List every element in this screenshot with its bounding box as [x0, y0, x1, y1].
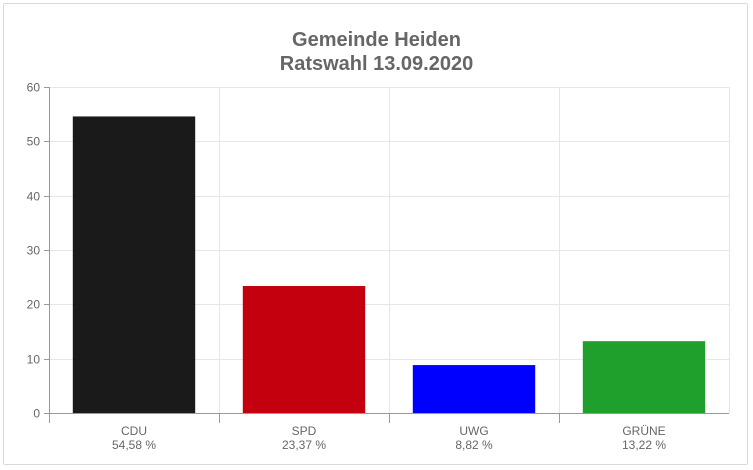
x-tick-label: GRÜNE	[622, 424, 665, 438]
y-tick-label: 50	[27, 135, 41, 149]
data-label: 23,37 %	[282, 438, 326, 452]
bar-gr-ne	[582, 341, 706, 413]
bar-spd	[242, 286, 366, 413]
data-label: 8,82 %	[455, 438, 493, 452]
chart-subtitle: Ratswahl 13.09.2020	[279, 53, 474, 75]
data-label: 54,58 %	[112, 438, 156, 452]
x-tick-label: CDU	[121, 424, 147, 438]
y-tick-label: 10	[27, 353, 41, 367]
y-tick-label: 40	[27, 190, 41, 204]
bar-cdu	[72, 116, 196, 413]
chart-title: Gemeinde Heiden	[292, 29, 461, 51]
y-tick-label: 0	[33, 407, 40, 421]
y-tick-label: 20	[27, 298, 41, 312]
x-tick-label: UWG	[459, 424, 488, 438]
data-label: 13,22 %	[622, 438, 666, 452]
y-tick-label: 60	[27, 81, 41, 95]
x-tick-label: SPD	[292, 424, 317, 438]
bar-uwg	[412, 365, 536, 413]
y-tick-label: 30	[27, 244, 41, 258]
